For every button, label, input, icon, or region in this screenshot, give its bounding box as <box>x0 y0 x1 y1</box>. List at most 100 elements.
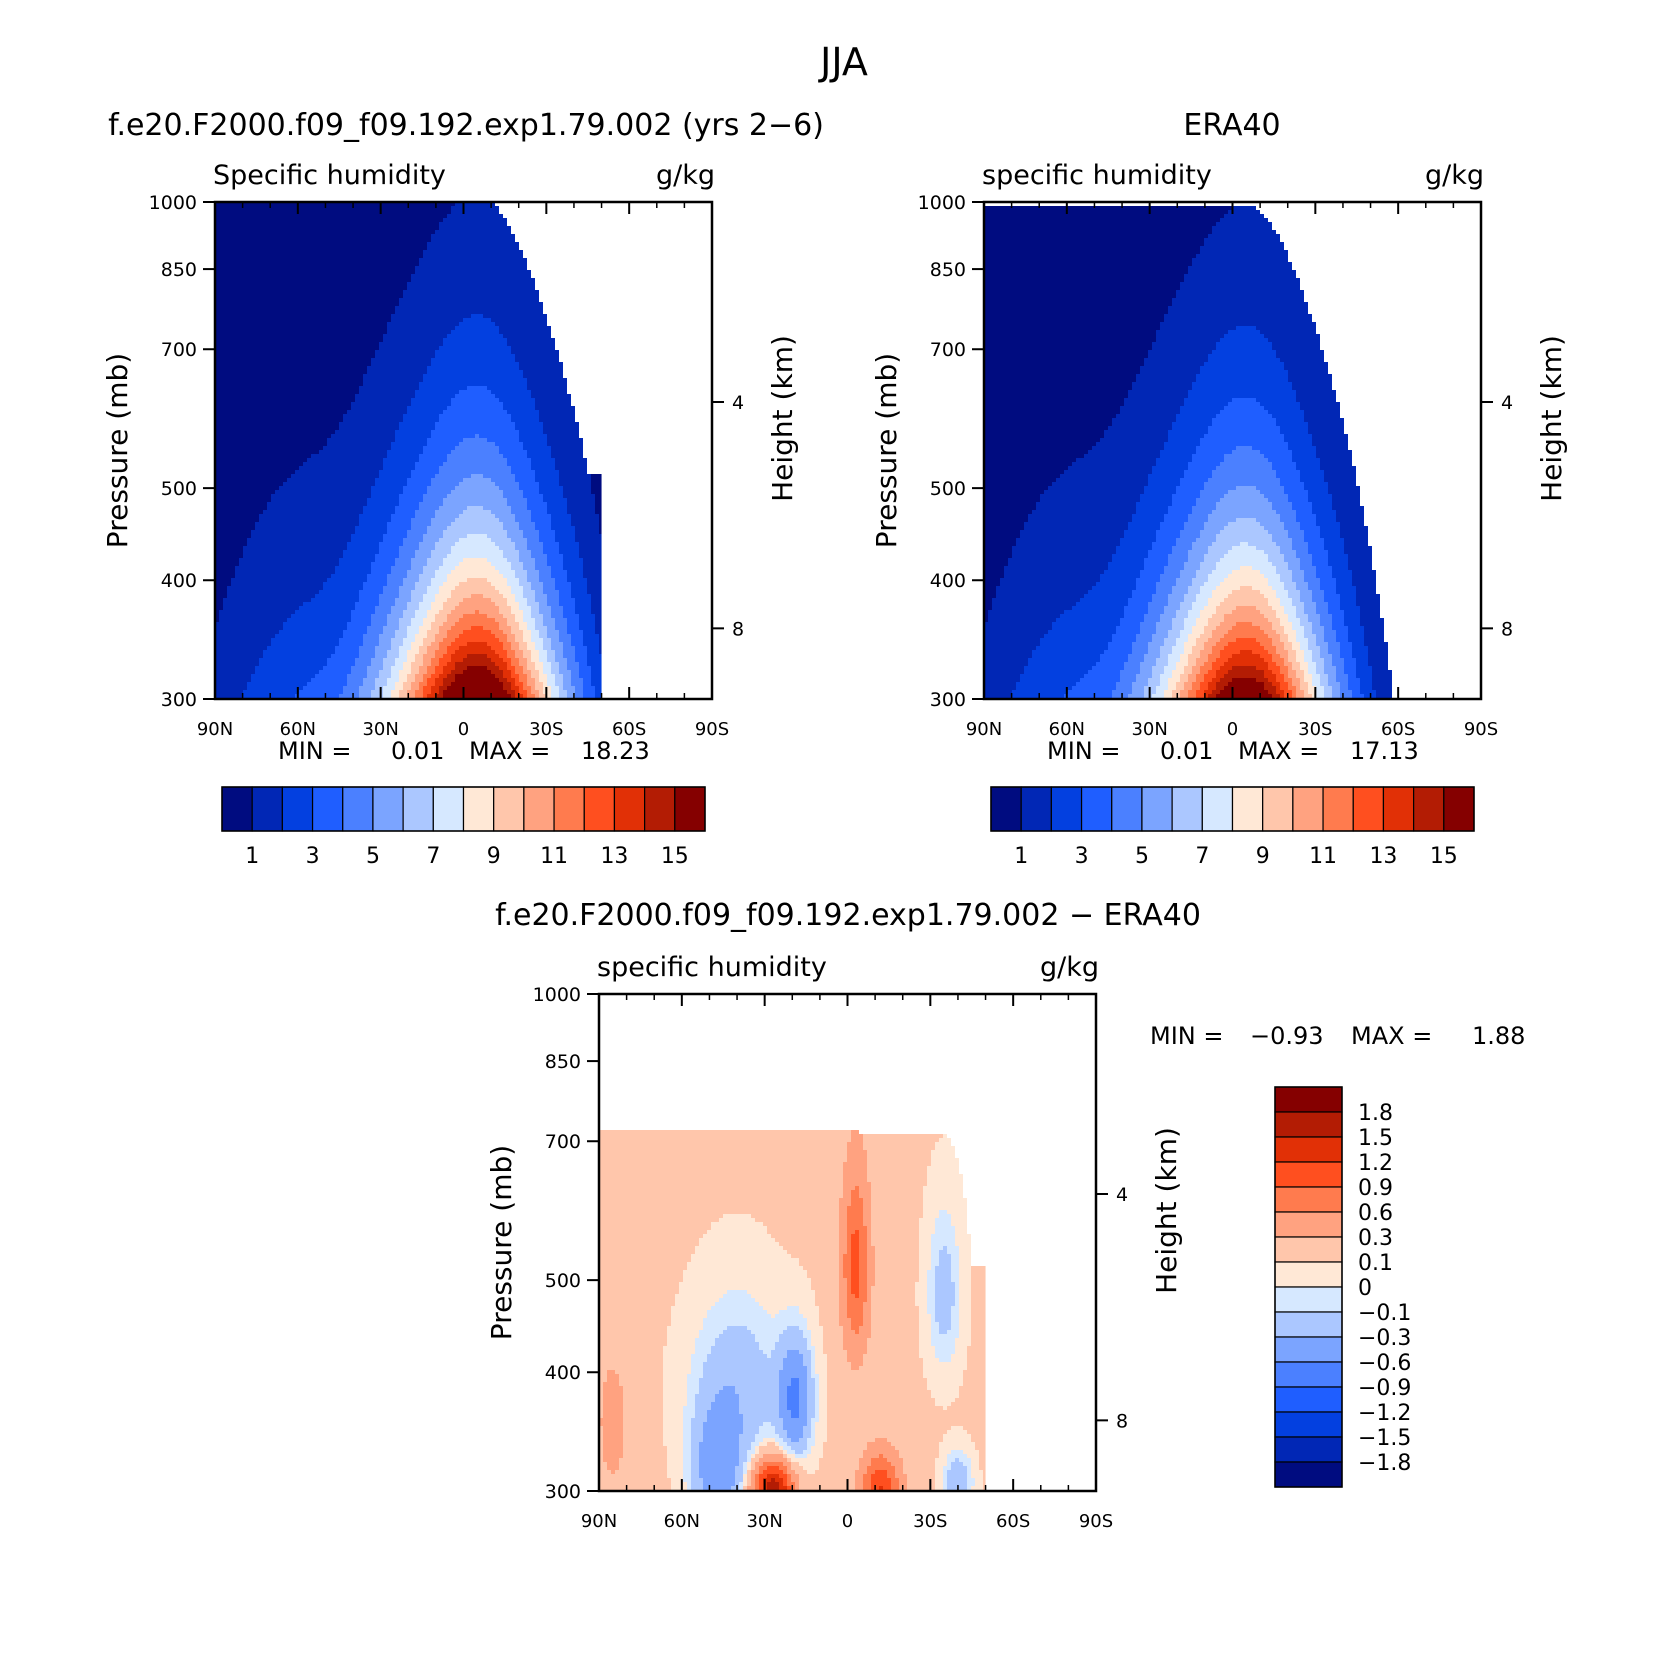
contour-cell <box>451 654 467 659</box>
figure-title: JJA <box>818 40 868 84</box>
contour-cell <box>955 1458 959 1463</box>
contour-cell <box>1016 538 1120 543</box>
contour-cell <box>423 694 427 699</box>
contour-cell <box>699 1382 779 1387</box>
contour-cell <box>1324 686 1332 691</box>
contour-cell <box>959 1306 971 1311</box>
diff-colorbar-frame <box>1274 1086 1343 1488</box>
contour-cell <box>543 426 579 431</box>
contour-cell <box>867 1262 875 1267</box>
contour-cell <box>383 466 415 471</box>
contour-cell <box>791 1458 819 1463</box>
contour-cell <box>959 1310 971 1315</box>
contour-cell <box>1292 506 1312 511</box>
contour-cell <box>935 1278 951 1283</box>
contour-cell <box>1108 646 1132 651</box>
contour-cell <box>1272 534 1288 539</box>
contour-cell <box>839 1254 843 1259</box>
contour-cell <box>215 262 419 267</box>
contour-cell <box>311 678 347 683</box>
contour-cell <box>875 1262 919 1267</box>
contour-cell <box>515 514 531 519</box>
contour-cell <box>1192 682 1200 687</box>
contour-cell <box>431 686 439 691</box>
contour-cell <box>755 1434 779 1439</box>
contour-cell <box>863 1198 871 1203</box>
contour-cell <box>971 1458 979 1463</box>
contour-cell <box>507 578 519 583</box>
contour-cell <box>719 1298 755 1303</box>
contour-cell <box>1264 334 1320 339</box>
contour-cell <box>535 522 551 527</box>
contour-cell <box>935 1402 951 1407</box>
contour-cell <box>1324 626 1332 631</box>
contour-cell <box>1372 666 1388 671</box>
contour-cell <box>819 1402 827 1407</box>
contour-cell <box>1224 686 1264 691</box>
contour-cell <box>1288 634 1296 639</box>
contour-cell <box>599 1450 603 1455</box>
contour-cell <box>1224 526 1264 531</box>
contour-cell <box>699 1462 739 1467</box>
contour-cell <box>791 1410 799 1415</box>
contour-cell <box>743 1426 759 1431</box>
contour-cell <box>1192 650 1200 655</box>
contour-cell <box>623 1402 663 1407</box>
model-max-label: MAX = <box>469 737 550 765</box>
contour-cell <box>559 662 567 667</box>
contour-cell <box>407 574 419 579</box>
contour-cell <box>867 1470 875 1475</box>
contour-cell <box>1280 430 1308 435</box>
contour-cell <box>1264 574 1280 579</box>
contour-cell <box>984 374 1136 379</box>
contour-cell <box>1332 502 1360 507</box>
contour-cell <box>671 1306 711 1311</box>
contour-cell <box>691 1358 707 1363</box>
contour-cell <box>215 326 387 331</box>
contour-cell <box>883 1454 899 1459</box>
contour-cell <box>1232 610 1260 615</box>
contour-cell <box>687 1390 699 1395</box>
contour-cell <box>703 1374 779 1379</box>
contour-cell <box>367 502 399 507</box>
contour-cell <box>1296 670 1304 675</box>
contour-cell <box>1308 670 1316 675</box>
contour-cell <box>935 1486 943 1491</box>
contour-cell <box>1292 458 1320 463</box>
contour-cell <box>839 1218 847 1223</box>
contour-cell <box>527 658 531 663</box>
contour-cell <box>951 1278 959 1283</box>
contour-cell <box>431 578 447 583</box>
contour-cell <box>599 1290 679 1295</box>
contour-cell <box>383 334 447 339</box>
contour-cell <box>415 394 455 399</box>
contour-cell <box>1212 614 1224 619</box>
contour-cell <box>1300 522 1316 527</box>
contour-cell <box>519 362 563 367</box>
contour-cell <box>843 1194 851 1199</box>
contour-cell <box>263 654 331 659</box>
contour-cell <box>575 598 591 603</box>
obs-colorbar-swatch <box>990 786 1022 832</box>
contour-cell <box>984 390 1128 395</box>
contour-cell <box>683 1430 691 1435</box>
contour-cell <box>1192 626 1204 631</box>
contour-cell <box>755 1218 839 1223</box>
contour-cell <box>663 1406 683 1411</box>
contour-cell <box>859 1462 871 1467</box>
contour-cell <box>547 602 559 607</box>
contour-cell <box>507 634 515 639</box>
contour-cell <box>455 202 495 207</box>
contour-cell <box>1264 682 1272 687</box>
contour-cell <box>463 478 491 483</box>
contour-cell <box>871 1210 923 1215</box>
contour-cell <box>503 490 523 495</box>
contour-cell <box>495 482 519 487</box>
contour-cell <box>215 210 451 215</box>
contour-cell <box>1296 674 1304 679</box>
contour-cell <box>843 1338 867 1343</box>
contour-cell <box>215 542 247 547</box>
obs-colorbar-swatch <box>1231 786 1264 832</box>
contour-cell <box>747 1326 787 1331</box>
contour-cell <box>1180 606 1192 611</box>
